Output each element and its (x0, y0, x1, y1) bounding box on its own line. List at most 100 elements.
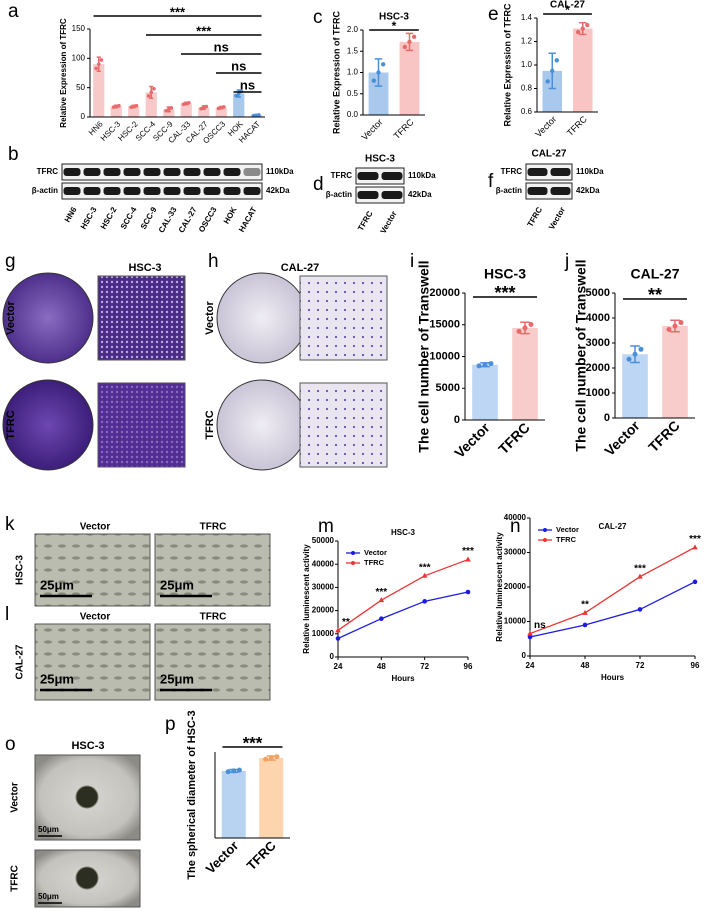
data-point (152, 87, 156, 91)
blot-band (550, 168, 571, 176)
x-axis-label: Hours (601, 673, 625, 682)
y-axis-label: The spherical diameter of HSC-3 (186, 710, 198, 879)
bar (472, 364, 498, 420)
panel-letter: p (165, 714, 176, 735)
data-point (251, 113, 256, 118)
bar (368, 72, 389, 115)
row-label: CAL-27 (15, 644, 26, 679)
x-tick-label: 72 (636, 661, 645, 670)
series-line (529, 581, 696, 638)
lane-label: OSCC3 (197, 205, 219, 234)
x-tick-label: Vector (203, 838, 242, 877)
blot-band (63, 168, 81, 176)
significance-label: * (565, 3, 570, 17)
lane-label: CAL-33 (157, 205, 179, 234)
y-tick-label: 0.0 (347, 110, 359, 119)
lane-label: HSC-2 (99, 205, 119, 231)
blot-band (527, 168, 548, 176)
blot-title: HSC-3 (365, 154, 395, 165)
y-tick-label: 0.6 (521, 107, 533, 116)
bar (163, 109, 175, 117)
significance-label: *** (170, 4, 186, 19)
y-tick-label: 4000 (586, 312, 610, 324)
significance-label: *** (243, 733, 263, 752)
row-label: Vector (10, 782, 21, 813)
well-image (216, 379, 308, 471)
blot-band (550, 187, 571, 195)
y-tick-label: 15000 (429, 319, 460, 331)
data-point (376, 70, 381, 75)
y-tick-label: 0 (81, 112, 86, 121)
data-point (488, 361, 494, 367)
data-point (476, 363, 482, 369)
chart-title: HSC-3 (484, 266, 526, 282)
blot-band (163, 187, 181, 195)
y-tick-label: 5000 (586, 287, 610, 299)
chart-title: CAL-27 (630, 266, 679, 282)
scale-label: 50μm (38, 892, 59, 901)
blot-band (243, 168, 261, 176)
lane-label: HSC-3 (79, 205, 99, 231)
data-point (678, 320, 684, 326)
x-tick-label: 72 (420, 662, 429, 671)
series-line (529, 546, 696, 635)
significance-label: ** (648, 285, 662, 305)
panel-letter: a (8, 1, 19, 22)
blot-row-label: β-actin (326, 190, 352, 199)
micrograph (154, 533, 271, 607)
legend-marker (351, 551, 355, 555)
well-image (2, 272, 94, 364)
chart-title: HSC-3 (391, 528, 416, 537)
bar (215, 107, 227, 117)
micrograph (299, 275, 388, 361)
legend-label: Vector (556, 525, 579, 534)
significance-label: * (392, 19, 397, 33)
blot-band (123, 187, 141, 195)
marker (335, 636, 341, 641)
marker (335, 627, 341, 633)
blot-row-label: TFRC (331, 171, 353, 180)
y-tick-label: 1.0 (521, 60, 533, 69)
data-point (482, 362, 488, 368)
micrograph (97, 275, 186, 361)
data-point (528, 321, 534, 327)
blot-row-label: TFRC (37, 167, 59, 176)
y-tick-label: 5000 (436, 382, 460, 394)
bar (233, 93, 245, 117)
x-tick-label: 96 (691, 661, 700, 670)
y-tick-label: 0.8 (521, 84, 533, 93)
x-tick-label: TFRC (645, 417, 683, 455)
x-tick-label: 96 (464, 662, 473, 671)
row-label: TFRC (5, 410, 17, 439)
y-tick-label: 0 (522, 651, 527, 660)
x-tick-label: 48 (581, 661, 590, 670)
bar (198, 107, 210, 117)
scale-label: 25μm (160, 577, 194, 592)
chart-title: HSC-3 (379, 12, 409, 23)
bar (572, 28, 593, 113)
panel-letter: h (208, 251, 219, 272)
series-line (337, 591, 469, 640)
x-tick-label: TFRC (392, 117, 416, 141)
significance-label: *** (375, 587, 387, 598)
data-point (231, 768, 237, 774)
marker (465, 589, 471, 595)
panel-letter: e (488, 4, 499, 25)
panel-letter: b (8, 144, 19, 165)
y-axis-label: Relative luminescent activity (495, 532, 504, 642)
lane-label: HOK (222, 205, 239, 225)
data-point (371, 78, 377, 83)
panel-letter: k (5, 514, 15, 535)
y-tick-label: 1.2 (521, 37, 533, 46)
significance-label: *** (689, 534, 701, 545)
panel-title: HSC-3 (128, 262, 161, 274)
data-point (94, 66, 98, 71)
y-tick-label: 40000 (312, 559, 335, 568)
y-tick-label: 10000 (312, 629, 335, 638)
data-point (96, 62, 101, 66)
bar (512, 327, 538, 420)
x-tick-label: Vector (359, 117, 384, 142)
blot-band (223, 168, 241, 176)
legend-label: TFRC (556, 535, 577, 544)
data-point (257, 113, 261, 117)
